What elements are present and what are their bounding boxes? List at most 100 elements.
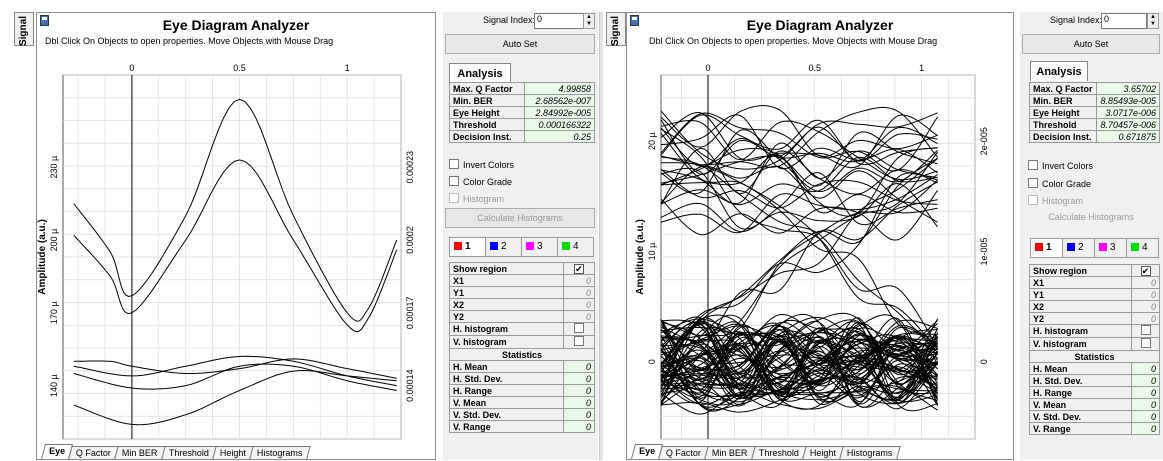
eye-trace: [660, 328, 938, 408]
region-value[interactable]: 0: [562, 298, 596, 311]
region-value[interactable]: 0: [1131, 288, 1160, 301]
region-row-x2[interactable]: X2 0: [1028, 300, 1160, 313]
stat-value: 0: [562, 384, 596, 397]
calculate-histograms-button[interactable]: Calculate Histograms: [1048, 212, 1134, 222]
stat-value: 0: [1131, 362, 1160, 375]
plot-subtitle: Dbl Click On Objects to open properties.…: [649, 36, 938, 46]
invert-colors-checkbox[interactable]: Invert Colors: [1028, 160, 1093, 171]
histogram-checkbox[interactable]: Histogram: [449, 193, 504, 204]
tab-histograms[interactable]: Histograms: [248, 446, 310, 459]
region-value[interactable]: 0: [1131, 300, 1160, 313]
tab-analysis[interactable]: Analysis: [449, 63, 511, 83]
signal-index-input[interactable]: 0: [1101, 13, 1147, 29]
eye-trace: [660, 110, 938, 170]
eye-trace: [660, 179, 938, 342]
color-grade-checkbox[interactable]: Color Grade: [449, 176, 512, 187]
eye-trace: [660, 190, 939, 241]
histogram-toggle-checkbox[interactable]: [562, 335, 596, 349]
stat-label: V. Range: [1028, 422, 1133, 435]
metric-row-max-q-factor: Max. Q Factor 3.65702: [1029, 82, 1161, 95]
tab-threshold[interactable]: Threshold: [160, 446, 217, 459]
auto-set-button[interactable]: Auto Set: [445, 34, 595, 54]
stat-row-h-range: H. Range 0: [449, 384, 596, 397]
stat-row-h-range: H. Range 0: [1028, 386, 1160, 399]
analysis-side-panel-right: Signal Index: 0 ▲ ▼ Auto Set Analysis Max…: [1020, 12, 1163, 460]
region-value[interactable]: 0: [1131, 312, 1160, 325]
signal-index-input[interactable]: 0: [534, 13, 584, 29]
signal-vertical-tab[interactable]: Signal: [606, 12, 626, 46]
show-region-checkbox[interactable]: ✔: [1131, 264, 1160, 277]
tab-channel-1[interactable]: 1: [449, 237, 486, 257]
calculate-histograms-button[interactable]: Calculate Histograms: [445, 208, 595, 228]
tab-min-ber[interactable]: Min BER: [114, 446, 166, 459]
tab-q-factor[interactable]: Q Factor: [68, 446, 119, 459]
check-icon: ✔: [573, 263, 584, 274]
region-label: Y1: [1028, 288, 1133, 301]
region-row-y1[interactable]: Y1 0: [1028, 288, 1160, 301]
region-row-h-histogram[interactable]: H. histogram: [1028, 324, 1160, 338]
region-label: X2: [1028, 300, 1133, 313]
eye-diagram-plot-left[interactable]: Eye Diagram Analyzer Dbl Click On Object…: [36, 12, 436, 460]
channel-tabs: 1 2 3 4: [449, 237, 595, 257]
eye-trace: [660, 323, 938, 410]
histogram-checkbox[interactable]: Histogram: [1028, 195, 1083, 206]
region-row-x1[interactable]: X1 0: [449, 274, 596, 287]
tab-q-factor[interactable]: Q Factor: [658, 446, 709, 459]
region-row-show-region[interactable]: Show region ✔: [449, 262, 596, 275]
histogram-toggle-checkbox[interactable]: [1131, 337, 1160, 351]
region-value[interactable]: 0: [562, 286, 596, 299]
channel-tab-label: 2: [501, 241, 507, 252]
region-label: V. histogram: [449, 335, 564, 349]
tab-channel-4[interactable]: 4: [557, 237, 594, 257]
stat-value: 0: [1131, 386, 1160, 399]
tab-channel-3[interactable]: 3: [1094, 238, 1127, 258]
stat-value: 0: [562, 420, 596, 433]
region-value[interactable]: 0: [562, 310, 596, 323]
stat-value: 0: [1131, 398, 1160, 411]
signal-index-spinner[interactable]: ▲ ▼: [1147, 13, 1159, 29]
region-row-y2[interactable]: Y2 0: [1028, 312, 1160, 325]
metric-label: Max. Q Factor: [449, 82, 525, 95]
color-grade-checkbox[interactable]: Color Grade: [1028, 178, 1091, 189]
histogram-toggle-checkbox[interactable]: [1131, 324, 1160, 338]
invert-colors-checkbox[interactable]: Invert Colors: [449, 159, 514, 170]
eye-trace: [660, 111, 938, 169]
show-region-checkbox[interactable]: ✔: [562, 262, 596, 275]
region-row-show-region[interactable]: Show region ✔: [1028, 264, 1160, 277]
tab-channel-1[interactable]: 1: [1030, 238, 1063, 258]
region-row-v-histogram[interactable]: V. histogram: [449, 335, 596, 349]
region-row-y1[interactable]: Y1 0: [449, 286, 596, 299]
tab-min-ber[interactable]: Min BER: [704, 446, 756, 459]
auto-set-button[interactable]: Auto Set: [1022, 34, 1160, 54]
tab-histograms[interactable]: Histograms: [838, 446, 900, 459]
region-row-x1[interactable]: X1 0: [1028, 276, 1160, 289]
tab-height[interactable]: Height: [801, 446, 844, 459]
metric-label: Decision Inst.: [449, 130, 525, 143]
channel-tabs: 1 2 3 4: [1030, 238, 1160, 258]
y-tick-label: 20 µ: [647, 132, 657, 150]
tab-channel-3[interactable]: 3: [521, 237, 558, 257]
stat-row-v-range: V. Range 0: [1028, 422, 1160, 435]
channel-color-swatch: [526, 242, 534, 250]
signal-index-spinner[interactable]: ▲ ▼: [583, 13, 595, 29]
eye-trace: [660, 104, 938, 158]
histogram-toggle-checkbox[interactable]: [562, 322, 596, 336]
tab-analysis[interactable]: Analysis: [1030, 61, 1088, 81]
tab-height[interactable]: Height: [211, 446, 254, 459]
tab-channel-2[interactable]: 2: [1062, 238, 1095, 258]
tab-threshold[interactable]: Threshold: [750, 446, 807, 459]
app-icon: [40, 15, 49, 26]
tab-channel-4[interactable]: 4: [1126, 238, 1159, 258]
region-row-h-histogram[interactable]: H. histogram: [449, 322, 596, 336]
region-row-x2[interactable]: X2 0: [449, 298, 596, 311]
channel-tab-label: 3: [1110, 242, 1116, 253]
tab-channel-2[interactable]: 2: [485, 237, 522, 257]
region-row-y2[interactable]: Y2 0: [449, 310, 596, 323]
eye-diagram-plot-right[interactable]: Eye Diagram Analyzer Dbl Click On Object…: [626, 12, 1014, 460]
region-value[interactable]: 0: [562, 274, 596, 287]
region-row-v-histogram[interactable]: V. histogram: [1028, 337, 1160, 351]
region-value[interactable]: 0: [1131, 276, 1160, 289]
signal-vertical-tab[interactable]: Signal: [14, 12, 34, 46]
